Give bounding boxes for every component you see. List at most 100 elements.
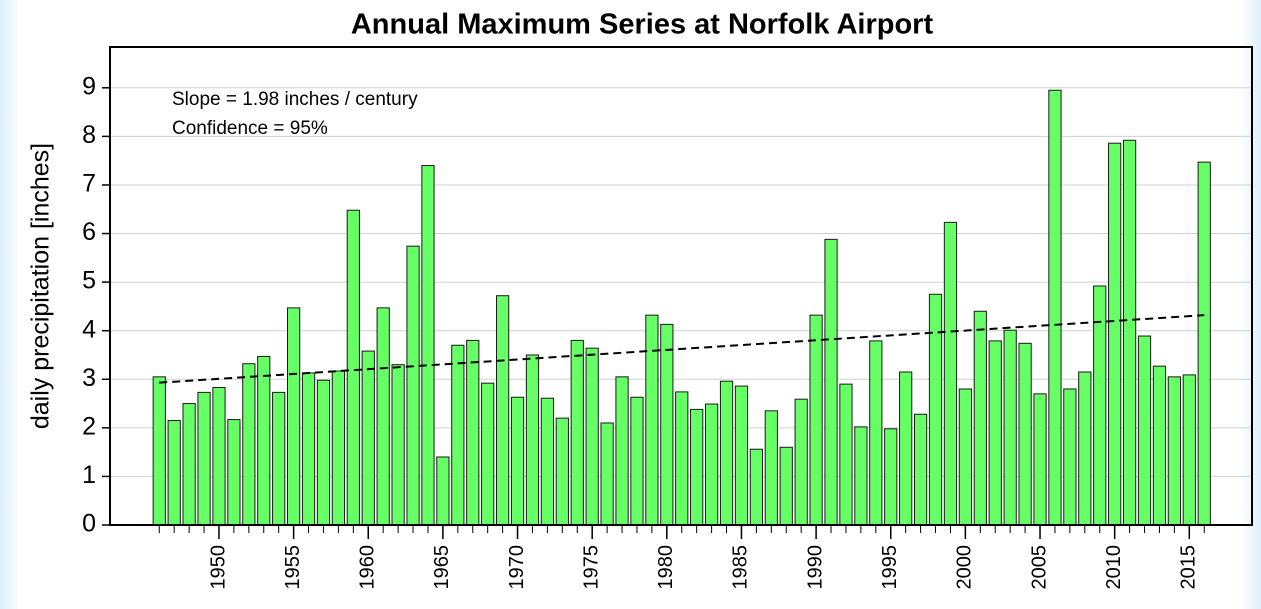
bar (361, 350, 375, 526)
y-tick-label: 3 (82, 364, 96, 392)
bar (212, 387, 226, 526)
bar (1033, 393, 1047, 526)
bar (973, 310, 987, 526)
bar (272, 391, 286, 526)
x-tick-label: 1955 (282, 545, 304, 590)
y-tick-label: 7 (82, 170, 96, 198)
bar (376, 307, 390, 526)
bar (510, 396, 525, 526)
bar (1152, 365, 1167, 526)
bar (928, 293, 943, 526)
bar (1182, 374, 1196, 526)
bar (809, 314, 823, 526)
bar (436, 456, 450, 526)
bar (1122, 139, 1137, 526)
bar (227, 419, 241, 526)
bar (242, 363, 256, 526)
x-tick-label: 1995 (879, 545, 901, 590)
bar (540, 397, 555, 526)
bar (421, 165, 435, 526)
bar (152, 376, 166, 526)
bar (854, 426, 868, 526)
bar (391, 364, 405, 526)
bar (824, 238, 838, 526)
y-tick-label: 4 (82, 315, 96, 343)
bar (525, 354, 540, 526)
x-tick-label: 1950 (207, 545, 229, 590)
bar (182, 403, 196, 526)
trend-line (159, 314, 1205, 384)
bar (167, 420, 181, 526)
bar (1003, 329, 1017, 526)
bar (988, 340, 1002, 526)
x-tick-label: 1975 (580, 545, 602, 590)
bar (1078, 371, 1092, 526)
y-tick-label: 8 (82, 121, 96, 149)
y-tick-label: 9 (82, 72, 96, 100)
x-tick-label: 1980 (655, 545, 677, 590)
bar (257, 355, 271, 526)
bar (346, 209, 360, 526)
x-tick-label: 2015 (1178, 545, 1200, 590)
bar (600, 422, 614, 526)
bar (451, 344, 465, 526)
bar (1137, 335, 1152, 526)
bar (316, 379, 331, 526)
bar (1048, 89, 1062, 526)
bar (943, 221, 958, 526)
x-tick-label: 2010 (1103, 545, 1125, 590)
chart-title: Annual Maximum Series at Norfolk Airport (351, 9, 934, 41)
x-tick-label: 1960 (357, 545, 379, 590)
bar (675, 391, 689, 526)
bar (585, 347, 599, 526)
bar (779, 446, 793, 526)
y-tick-label: 2 (82, 412, 96, 440)
bar (660, 323, 674, 526)
bar (630, 396, 644, 526)
bar (794, 398, 808, 526)
bar (1018, 342, 1032, 526)
x-tick-label: 2000 (954, 545, 976, 590)
x-tick-label: 1965 (431, 545, 453, 590)
bar (645, 314, 659, 526)
bar (899, 371, 913, 526)
bar (481, 382, 495, 526)
bar (555, 417, 569, 526)
y-axis-label: daily precipitation [inches] (27, 143, 55, 429)
plot-frame (109, 46, 1253, 526)
bar (839, 383, 853, 526)
bar (570, 339, 584, 526)
x-tick-label: 2005 (1028, 545, 1050, 590)
annotation: Slope = 1.98 inches / century (172, 89, 418, 110)
bar (615, 376, 629, 526)
bar (406, 245, 420, 526)
bar (1108, 142, 1122, 526)
bar (734, 385, 749, 526)
x-tick-label: 1970 (506, 545, 528, 590)
bar (869, 340, 883, 526)
bar (749, 448, 764, 526)
bar (286, 307, 301, 526)
y-tick-label: 1 (82, 461, 96, 489)
bar (704, 403, 719, 526)
bar (495, 295, 510, 526)
x-tick-label: 1985 (730, 545, 752, 590)
x-tick-label: 1990 (804, 545, 826, 590)
bar (913, 413, 928, 526)
bar (958, 388, 973, 526)
bar (197, 391, 211, 526)
bar (301, 372, 316, 526)
bar (331, 370, 346, 526)
bar (1167, 376, 1181, 526)
y-tick-label: 5 (82, 267, 96, 295)
bar (466, 339, 480, 526)
bar (1063, 388, 1077, 526)
bar (1197, 161, 1211, 526)
bar (719, 380, 734, 526)
y-tick-label: 0 (82, 510, 96, 538)
y-tick-label: 6 (82, 218, 96, 246)
annotation: Confidence = 95% (172, 118, 328, 139)
bar (764, 410, 778, 526)
